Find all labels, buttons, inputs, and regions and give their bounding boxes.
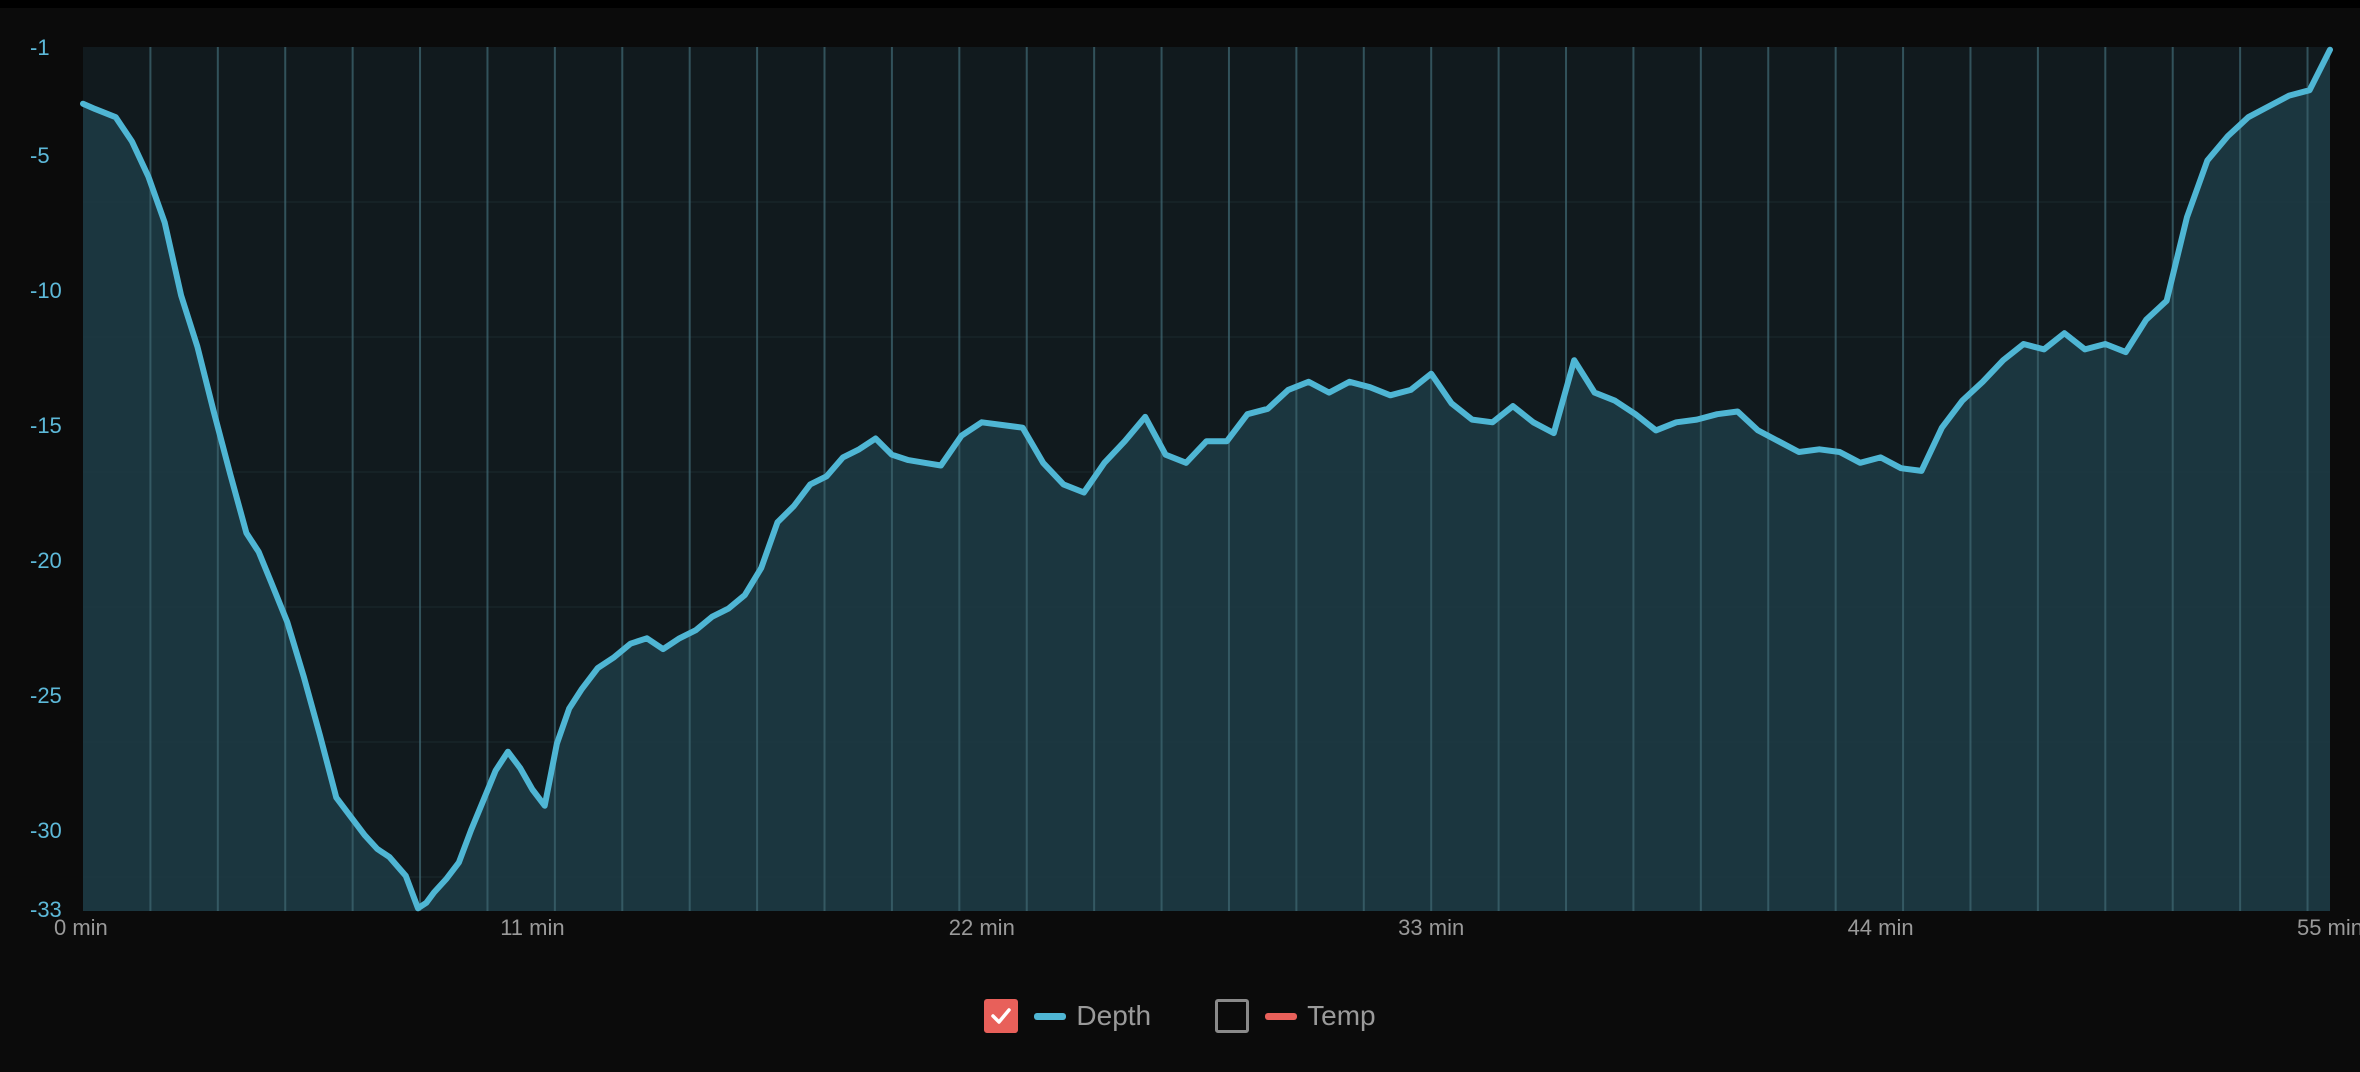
y-axis-ticks: -1 -5 -10 -15 -20 -25 -30 -33 (30, 35, 62, 922)
legend-item-temp[interactable]: Temp (1215, 999, 1376, 1033)
depth-checkbox[interactable] (984, 999, 1019, 1033)
x-tick-label: 11 min (500, 915, 564, 940)
vertical-markers (149, 47, 2309, 911)
x-axis-ticks: 0 min 11 min 22 min 33 min 44 min 55 min (54, 915, 2360, 940)
temp-checkbox[interactable] (1215, 999, 1250, 1033)
x-tick-label: 44 min (1848, 915, 1914, 940)
checkmark-icon (991, 1008, 1012, 1024)
top-bar (0, 0, 2360, 8)
temp-swatch (1265, 1012, 1298, 1020)
depth-series-line (80, 46, 2333, 912)
depth-chart: -1 -5 -10 -15 -20 -25 -30 -33 0 min 11 min 22 min… (30, 35, 2360, 940)
x-tick-label: 22 min (949, 915, 1015, 940)
y-tick-label: -1 (30, 35, 50, 60)
y-tick-label: -5 (30, 143, 50, 168)
x-tick-label: 55 min (2297, 915, 2360, 940)
y-tick-label: -33 (30, 897, 62, 922)
y-tick-label: -15 (30, 413, 62, 438)
depth-swatch (1034, 1012, 1067, 1020)
temp-legend-label: Temp (1307, 1000, 1376, 1031)
line-layer (80, 46, 2333, 912)
x-tick-label: 0 min (54, 915, 108, 940)
y-tick-label: -25 (30, 683, 62, 708)
depth-legend-label: Depth (1076, 1000, 1152, 1031)
y-tick-label: -20 (30, 548, 62, 573)
legend-item-depth[interactable]: Depth (984, 999, 1151, 1033)
y-tick-label: -10 (30, 278, 62, 303)
x-tick-label: 33 min (1398, 915, 1464, 940)
y-tick-label: -30 (30, 818, 62, 843)
legend: Depth Temp (0, 990, 2360, 1042)
